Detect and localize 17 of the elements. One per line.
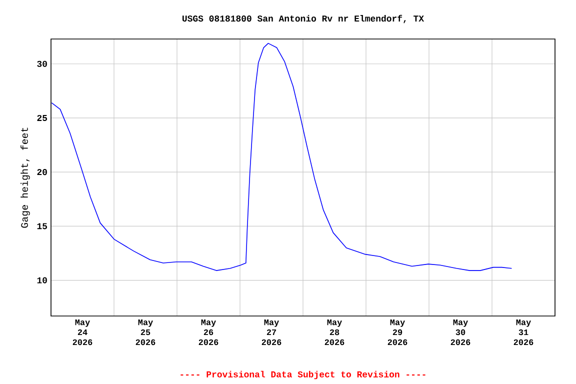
x-tick-label: May 27 2026 (262, 320, 282, 346)
y-tick-label: 30 (37, 60, 47, 67)
x-tick-label: May 26 2026 (198, 320, 218, 346)
y-tick-label: 15 (37, 223, 48, 230)
y-axis-title: Gage height, feet (20, 128, 30, 228)
x-tick-label: May 31 2026 (514, 320, 534, 346)
x-tick-label: May 28 2026 (324, 320, 344, 346)
y-tick-label: 25 (37, 114, 48, 122)
x-tick-label: May 24 2026 (72, 320, 92, 346)
text: ---- Provisional Data Subject to Revision ---- (180, 370, 426, 380)
line-series (51, 42, 512, 271)
x-tick-label: May 29 2026 (388, 320, 408, 346)
y-tick-label: 10 (37, 277, 47, 284)
x-tick-label: May 30 2026 (450, 320, 470, 346)
x-tick-label: May 25 2026 (136, 320, 156, 346)
y-tick-label: 20 (37, 169, 47, 176)
chart-title: USGS 08181800 San Antonio Rv nr Elmendorf, TX (182, 14, 424, 24)
